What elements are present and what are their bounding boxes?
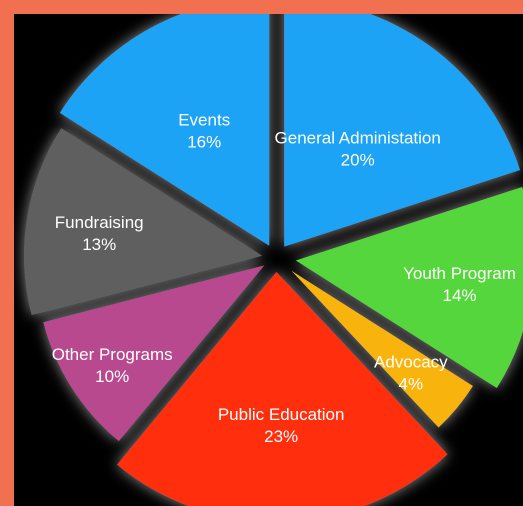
chart-frame: General Administation 20% Youth Program 14%… — [14, 14, 523, 506]
slice-label-other-programs: Other Programs — [52, 345, 173, 364]
slice-advocacy — [291, 270, 473, 428]
pie-chart: General Administation 20% Youth Program 14%… — [24, 14, 523, 506]
slice-general-administation — [284, 14, 521, 247]
slice-youth-program — [295, 186, 523, 389]
slice-label-general-administation: General Administation — [275, 129, 441, 148]
slice-label-public-education: Public Education — [218, 405, 345, 424]
slice-other-programs — [43, 265, 265, 442]
slice-label-events: Events — [178, 110, 230, 129]
slice-label-youth-program: Youth Program — [403, 264, 516, 283]
slice-value-general-administation: 20% — [341, 151, 375, 170]
slice-value-public-education: 23% — [264, 427, 298, 446]
slice-value-events: 16% — [187, 132, 221, 151]
slice-events — [59, 14, 270, 246]
slice-value-youth-program: 14% — [443, 286, 477, 305]
slice-value-advocacy: 4% — [399, 375, 424, 394]
slice-fundraising — [24, 128, 263, 315]
slice-value-fundraising: 13% — [82, 235, 116, 254]
slice-public-education — [117, 271, 448, 506]
slice-value-other-programs: 10% — [95, 367, 129, 386]
slice-label-advocacy: Advocacy — [374, 353, 448, 372]
slice-label-fundraising: Fundraising — [55, 213, 144, 232]
